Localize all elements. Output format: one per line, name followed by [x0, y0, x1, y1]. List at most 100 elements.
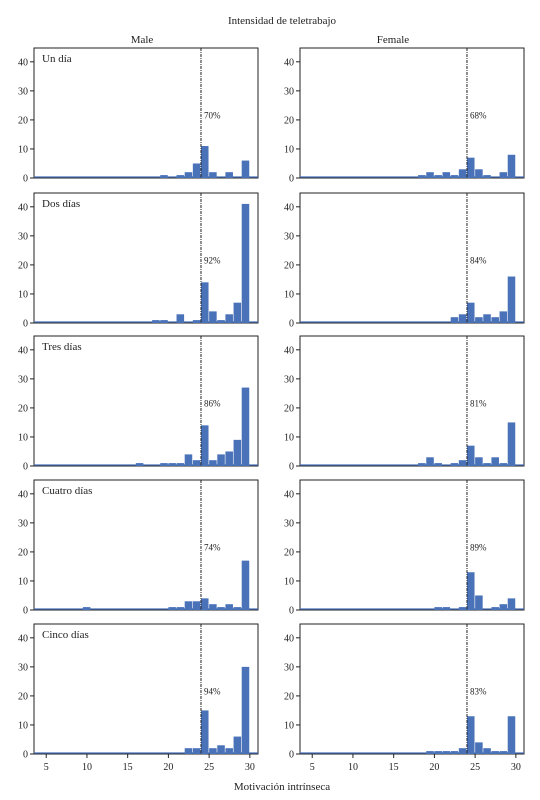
histogram-bar: [160, 463, 168, 466]
y-tick-label: 40: [284, 633, 294, 644]
y-tick-label: 30: [284, 86, 294, 97]
histogram-bar: [426, 172, 434, 178]
histogram-bar: [217, 745, 225, 754]
column-header-female: Female: [377, 34, 409, 46]
histogram-bar: [458, 314, 467, 323]
panel-frame: [33, 335, 259, 467]
histogram-bar: [176, 463, 185, 466]
percent-annotation: 81%: [470, 398, 487, 408]
x-tick-label: 30: [511, 762, 521, 773]
histogram-bar: [184, 172, 193, 178]
y-tick-label: 10: [284, 576, 294, 587]
histogram-bar: [200, 425, 209, 466]
panel-5: 86% Tres días 0 10 20 30 40: [18, 335, 259, 473]
y-tick-label: 30: [18, 374, 28, 385]
y-tick-label: 40: [18, 489, 28, 500]
percent-annotation: 94%: [204, 686, 221, 696]
x-tick-label: 10: [348, 762, 358, 773]
histogram-bar: [483, 463, 491, 466]
percent-annotation: 68%: [470, 110, 487, 120]
histogram-bar: [450, 317, 459, 323]
histogram-bar: [225, 314, 233, 323]
y-tick-label: 20: [284, 403, 294, 414]
panel-4: 84% 0 10 20 30 40: [284, 192, 525, 330]
x-tick-label: 5: [44, 762, 49, 773]
panel-9: 94% Cinco días 0 10 20 30 40 5 10 15 20 25 30: [18, 623, 259, 773]
percent-annotation: 89%: [470, 542, 487, 552]
y-tick-label: 0: [289, 462, 294, 473]
y-tick-label: 10: [284, 144, 294, 155]
histogram-bar: [507, 154, 516, 178]
histogram-bar: [491, 751, 499, 754]
histogram-bar: [499, 311, 508, 323]
histogram-bar: [475, 457, 483, 466]
histogram-bar: [135, 463, 144, 466]
y-tick-label: 10: [284, 720, 294, 731]
histogram-bar: [233, 302, 242, 323]
histogram-bar: [450, 463, 459, 466]
histogram-bar: [499, 463, 508, 466]
histogram-bar: [192, 601, 201, 610]
y-tick-label: 40: [284, 57, 294, 68]
histogram-bar: [225, 748, 233, 754]
histogram-bar: [426, 457, 434, 466]
histogram-bar: [200, 710, 209, 754]
x-tick-label: 10: [82, 762, 92, 773]
percent-annotation: 74%: [204, 542, 221, 552]
row-label: Dos días: [42, 198, 80, 210]
x-tick-label: 25: [204, 762, 214, 773]
histogram-bar: [434, 751, 442, 754]
histogram-bar: [200, 146, 209, 178]
percent-annotation: 83%: [470, 686, 487, 696]
y-tick-label: 30: [18, 518, 28, 529]
y-tick-label: 10: [18, 720, 28, 731]
histogram-bar: [418, 463, 426, 466]
histogram-bar: [241, 160, 250, 178]
y-tick-label: 20: [18, 547, 28, 558]
y-tick-label: 0: [23, 750, 28, 761]
percent-annotation: 86%: [204, 398, 221, 408]
histogram-bar: [192, 748, 201, 754]
y-tick-label: 40: [18, 57, 28, 68]
row-label: Cuatro días: [42, 485, 92, 497]
histogram-bar: [241, 666, 250, 754]
histogram-bar: [192, 320, 201, 323]
panel-frame: [299, 479, 525, 611]
y-tick-label: 20: [284, 115, 294, 126]
histogram-bar: [483, 314, 491, 323]
histogram-bar: [209, 604, 217, 610]
histogram-bar: [168, 463, 176, 466]
y-tick-label: 20: [18, 691, 28, 702]
panel-frame: [299, 192, 525, 324]
row-label: Cinco días: [42, 629, 89, 641]
histogram-bar: [475, 169, 483, 178]
histogram-bar: [241, 203, 250, 323]
histogram-bar: [176, 314, 185, 323]
histogram-bar: [200, 282, 209, 323]
x-tick-label: 25: [470, 762, 480, 773]
histogram-bar: [192, 163, 201, 178]
histogram-bar: [160, 175, 168, 178]
histogram-bar: [466, 445, 475, 466]
histogram-bar: [466, 716, 475, 754]
panel-frame: [33, 47, 259, 179]
y-tick-label: 10: [284, 432, 294, 443]
y-tick-label: 0: [289, 606, 294, 617]
y-tick-label: 30: [18, 231, 28, 242]
histogram-bar: [442, 751, 451, 754]
histogram-bar: [225, 451, 233, 466]
histogram-bar: [499, 604, 508, 610]
histogram-bar: [418, 175, 426, 178]
histogram-bar: [458, 460, 467, 466]
column-header-male: Male: [131, 34, 154, 46]
histogram-bar: [434, 175, 442, 178]
histogram-bar: [466, 302, 475, 323]
y-tick-label: 10: [18, 144, 28, 155]
panel-8: 89% 0 10 20 30 40: [284, 479, 525, 617]
histogram-bar: [225, 172, 233, 178]
y-tick-label: 20: [284, 260, 294, 271]
x-axis-label: Motivación intrínseca: [234, 781, 330, 793]
histogram-bar: [233, 736, 242, 754]
histogram-bar: [475, 742, 483, 754]
y-tick-label: 0: [23, 462, 28, 473]
